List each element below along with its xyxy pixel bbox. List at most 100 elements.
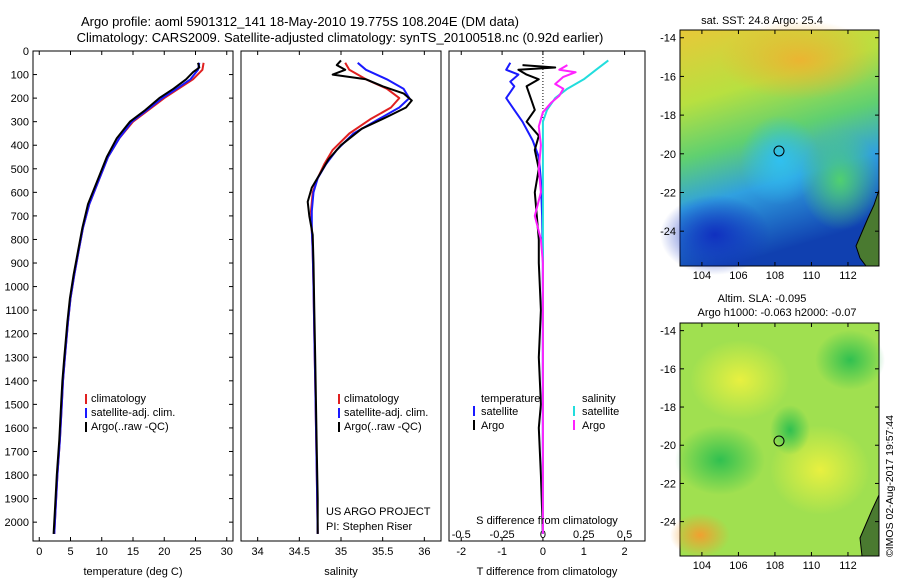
y-tick-label: 1300 bbox=[5, 352, 29, 364]
temperature-lines bbox=[52, 62, 205, 534]
sla-low-patch bbox=[770, 405, 810, 455]
legend-label-satellite: satellite-adj. clim. bbox=[91, 407, 175, 419]
y-tick-label: -18 bbox=[660, 110, 676, 122]
sst-field bbox=[660, 20, 880, 275]
difference-x-label: T difference from climatology bbox=[477, 566, 618, 578]
x-tick-label: 104 bbox=[693, 560, 711, 572]
y-tick-label: 500 bbox=[11, 164, 29, 176]
sst-green-patch bbox=[800, 130, 880, 230]
x-tick-label: 35.5 bbox=[372, 546, 393, 558]
difference-plot-frame bbox=[448, 50, 646, 542]
sla-map: Altim. SLA: -0.095 Argo h1000: -0.063 h2… bbox=[660, 293, 885, 572]
sla-high-patch bbox=[690, 340, 790, 420]
x-tick-label: 108 bbox=[766, 560, 784, 572]
legend-heading-salinity: salinity bbox=[582, 393, 616, 405]
figure-title-line1: Argo profile: aoml 5901312_141 18-May-20… bbox=[81, 14, 519, 29]
x-tick-label: 106 bbox=[729, 560, 747, 572]
x-tick-label: 34 bbox=[252, 546, 264, 558]
x-tick-label: 108 bbox=[766, 270, 784, 282]
sla-low-patch bbox=[675, 425, 765, 495]
y-tick-label: -24 bbox=[660, 226, 676, 238]
coastline bbox=[855, 189, 880, 267]
y-tick-label: 800 bbox=[11, 234, 29, 246]
difference-panel: -2 -1 0 1 2 -0.5 -0.25 0 0.25 0.5 temperature sat… bbox=[448, 50, 646, 578]
x-tick-label: 35 bbox=[335, 546, 347, 558]
salinity-lines bbox=[306, 59, 413, 534]
legend-heading-temperature: temperature bbox=[481, 393, 540, 405]
y-tick-label: 2000 bbox=[5, 517, 29, 529]
series-line-s-argo bbox=[533, 64, 577, 534]
y-tick-label: -22 bbox=[660, 478, 676, 490]
y-tick-label: -18 bbox=[660, 402, 676, 414]
sst-warm-patch bbox=[720, 20, 880, 100]
y-tick-label: 200 bbox=[11, 93, 29, 105]
legend-label-argo: Argo(..raw -QC) bbox=[91, 421, 169, 433]
y-tick-label: 1400 bbox=[5, 376, 29, 388]
y-tick-label: -22 bbox=[660, 187, 676, 199]
sst-map-y-ticks: -14 -16 -18 -20 -22 -24 bbox=[660, 33, 879, 238]
legend-label-s-argo: Argo bbox=[582, 420, 605, 432]
series-line-t-argo bbox=[517, 64, 557, 534]
sla-map-y-ticks: -14 -16 -18 -20 -22 -24 bbox=[660, 326, 879, 529]
x-tick-label: 15 bbox=[127, 546, 139, 558]
legend-label-satellite: satellite-adj. clim. bbox=[344, 407, 428, 419]
x-tick-label: 10 bbox=[96, 546, 108, 558]
difference-legend: temperature satellite Argo salinity sate… bbox=[473, 393, 619, 432]
x-tick-label: -1 bbox=[497, 546, 507, 558]
y-tick-label: 700 bbox=[11, 211, 29, 223]
y-tick-label: -14 bbox=[660, 326, 676, 338]
temperature-plot-frame bbox=[32, 50, 234, 542]
y-tick-label: 1600 bbox=[5, 423, 29, 435]
top-x-tick-label: 0.5 bbox=[617, 529, 632, 541]
y-tick-label: 100 bbox=[11, 70, 29, 82]
sst-cool-patch bbox=[740, 115, 820, 205]
sla-peak-patch bbox=[670, 513, 730, 557]
top-x-tick-label: -0.5 bbox=[452, 529, 471, 541]
x-tick-label: 112 bbox=[839, 270, 857, 282]
x-tick-label: 112 bbox=[839, 560, 857, 572]
series-line-argo-raw-qc bbox=[306, 59, 413, 534]
temperature-panel: 0100200300400500600700800900100011001200… bbox=[5, 46, 645, 578]
y-tick-label: -14 bbox=[660, 33, 676, 45]
x-tick-label: 0 bbox=[540, 546, 546, 558]
difference-top-x-label: S difference from climatology bbox=[476, 515, 618, 527]
difference-x-ticks: -2 -1 0 1 2 -0.5 -0.25 0 0.25 0.5 bbox=[452, 51, 632, 558]
y-tick-label: -16 bbox=[660, 71, 676, 83]
x-tick-label: 0 bbox=[36, 546, 42, 558]
x-tick-label: 20 bbox=[158, 546, 170, 558]
coastline bbox=[859, 494, 880, 557]
argo-float-marker bbox=[773, 435, 785, 447]
top-x-tick-label: -0.25 bbox=[490, 529, 515, 541]
project-annotation: US ARGO PROJECT bbox=[326, 506, 431, 518]
x-tick-label: 2 bbox=[622, 546, 628, 558]
y-tick-label: 1000 bbox=[5, 282, 29, 294]
y-tick-label: 1200 bbox=[5, 329, 29, 341]
sst-cold-patch bbox=[660, 195, 770, 275]
sst-map-x-ticks: 104 106 108 110 112 bbox=[693, 30, 857, 282]
x-tick-label: 34.5 bbox=[289, 546, 310, 558]
legend-label-t-argo: Argo bbox=[481, 420, 504, 432]
sla-low-patch bbox=[815, 330, 885, 390]
y-tick-label: 900 bbox=[11, 258, 29, 270]
sla-map-title-line1: Altim. SLA: -0.095 bbox=[718, 293, 807, 305]
x-tick-label: -2 bbox=[456, 546, 466, 558]
x-tick-label: 30 bbox=[221, 546, 233, 558]
y-tick-label: 1800 bbox=[5, 470, 29, 482]
salinity-panel: 34 34.5 35 35.5 36 salinity climatology sate… bbox=[240, 50, 442, 578]
y-tick-label: -20 bbox=[660, 149, 676, 161]
sst-map: sat. SST: 24.8 Argo: 25.4 -14-16-18-20-2… bbox=[660, 15, 880, 282]
temperature-x-ticks: 0 5 10 15 20 25 30 bbox=[36, 51, 233, 558]
salinity-x-label: salinity bbox=[324, 566, 358, 578]
y-tick-label: -20 bbox=[660, 440, 676, 452]
legend-label-s-satellite: satellite bbox=[582, 406, 619, 418]
legend-label-t-satellite: satellite bbox=[481, 406, 518, 418]
x-tick-label: 1 bbox=[581, 546, 587, 558]
sla-map-x-ticks: 104 106 108 110 112 bbox=[693, 323, 857, 572]
x-tick-label: 106 bbox=[729, 270, 747, 282]
y-tick-label: -16 bbox=[660, 364, 676, 376]
x-tick-label: 36 bbox=[418, 546, 430, 558]
x-tick-label: 110 bbox=[803, 560, 821, 572]
temperature-legend: climatology satellite-adj. clim. Argo(..… bbox=[85, 393, 175, 433]
legend-label-argo: Argo(..raw -QC) bbox=[344, 421, 422, 433]
